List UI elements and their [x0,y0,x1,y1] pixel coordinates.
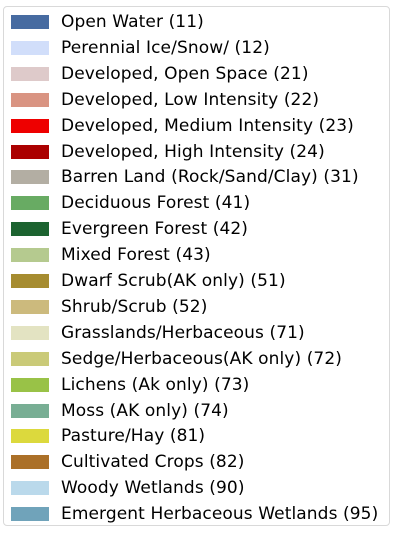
legend-label: Mixed Forest (43) [61,245,211,266]
legend-swatch [11,455,49,470]
legend-swatch [11,481,49,496]
legend-item: Developed, Medium Intensity (23) [11,114,354,138]
legend-swatch [11,299,49,314]
legend-item: Barren Land (Rock/Sand/Clay) (31) [11,165,359,189]
legend-item: Woody Wetlands (90) [11,476,245,500]
legend-label: Moss (AK only) (74) [61,400,229,421]
legend-label: Pasture/Hay (81) [61,426,206,447]
legend-swatch [11,92,49,107]
legend-swatch [11,403,49,418]
legend-label: Deciduous Forest (41) [61,193,251,214]
legend-swatch [11,15,49,29]
legend-label: Grasslands/Herbaceous (71) [61,322,305,343]
legend-item: Moss (AK only) (74) [11,399,229,423]
legend-item: Lichens (Ak only) (73) [11,373,249,397]
legend-item: Dwarf Scrub(AK only) (51) [11,269,286,293]
legend-swatch [11,377,49,392]
legend-swatch [11,40,49,55]
legend-label: Sedge/Herbaceous(AK only) (72) [61,348,343,369]
legend-label: Emergent Herbaceous Wetlands (95) [61,504,379,525]
legend-item: Perennial Ice/Snow/ (12) [11,36,270,60]
legend-label: Developed, Low Intensity (22) [61,89,320,110]
legend-swatch [11,429,49,444]
legend-item: Cultivated Crops (82) [11,450,245,474]
legend-item: Developed, Open Space (21) [11,62,309,86]
legend-swatch [11,507,49,522]
legend-item: Deciduous Forest (41) [11,191,250,215]
legend-item: Developed, Low Intensity (22) [11,88,319,112]
legend-item: Mixed Forest (43) [11,243,211,267]
legend-label: Evergreen Forest (42) [61,219,249,240]
legend-swatch [11,66,49,81]
legend-swatch [11,325,49,340]
legend-item: Open Water (11) [11,10,204,34]
legend-item: Shrub/Scrub (52) [11,295,207,319]
legend-item: Pasture/Hay (81) [11,424,205,448]
legend-swatch [11,144,49,159]
legend-swatch [11,196,49,211]
legend-label: Woody Wetlands (90) [61,478,245,499]
legend-items: Open Water (11) Perennial Ice/Snow/ (12) D… [4,7,389,525]
legend-label: Open Water (11) [61,12,204,32]
legend-item: Developed, High Intensity (24) [11,140,325,164]
legend-swatch [11,118,49,133]
land-cover-legend: Open Water (11) Perennial Ice/Snow/ (12) D… [3,6,390,526]
legend-label: Barren Land (Rock/Sand/Clay) (31) [61,167,359,188]
legend-swatch [11,222,49,237]
legend-label: Developed, Open Space (21) [61,63,309,84]
legend-swatch [11,351,49,366]
legend-item: Grasslands/Herbaceous (71) [11,321,305,345]
legend-label: Developed, Medium Intensity (23) [61,115,354,136]
legend-label: Dwarf Scrub(AK only) (51) [61,271,286,291]
legend-item: Emergent Herbaceous Wetlands (95) [11,502,378,526]
legend-swatch [11,170,49,185]
legend-item: Evergreen Forest (42) [11,217,248,241]
legend-swatch [11,274,49,288]
legend-label: Developed, High Intensity (24) [61,141,325,162]
legend-label: Perennial Ice/Snow/ (12) [61,37,270,58]
legend-label: Cultivated Crops (82) [61,452,245,473]
legend-label: Shrub/Scrub (52) [61,296,208,317]
legend-label: Lichens (Ak only) (73) [61,374,250,395]
legend-item: Sedge/Herbaceous(AK only) (72) [11,347,342,371]
legend-swatch [11,248,49,263]
